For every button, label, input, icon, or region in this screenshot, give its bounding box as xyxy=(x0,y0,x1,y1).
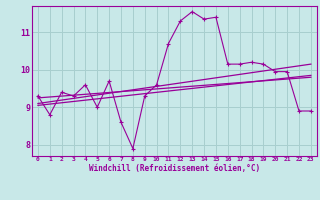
X-axis label: Windchill (Refroidissement éolien,°C): Windchill (Refroidissement éolien,°C) xyxy=(89,164,260,173)
